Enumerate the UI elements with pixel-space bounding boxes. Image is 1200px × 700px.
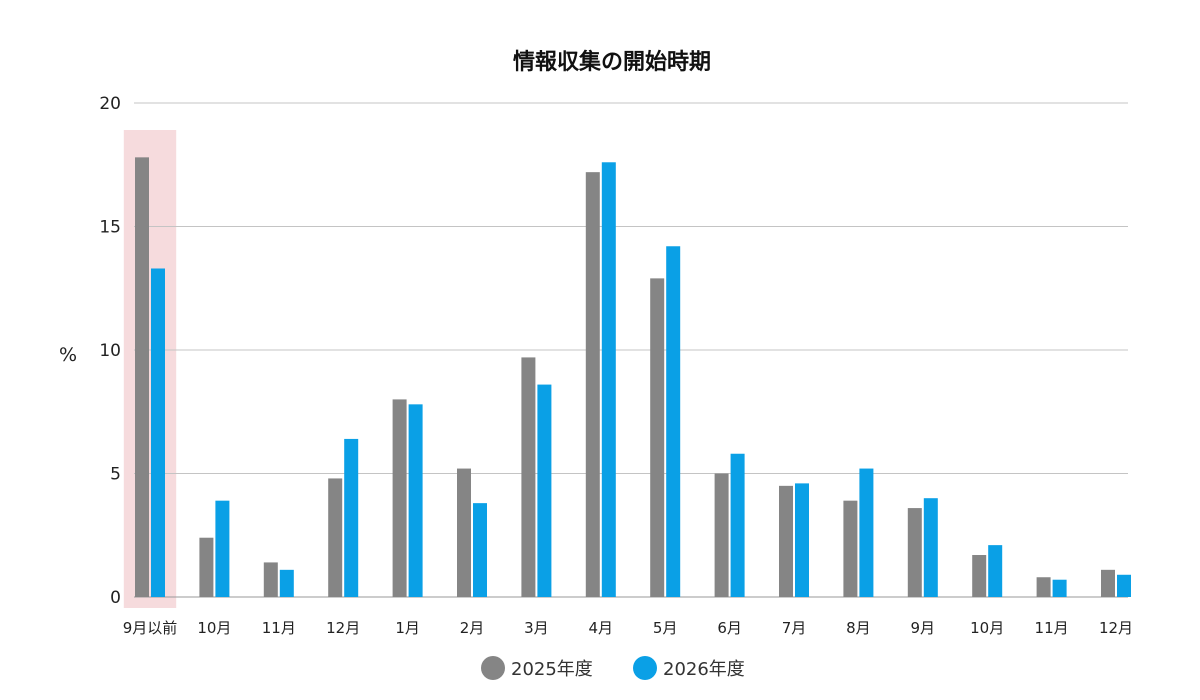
bar-2026年度-9月以前 xyxy=(151,268,165,597)
x-tick-label: 10月 xyxy=(197,619,231,637)
bar-2026年度-8月 xyxy=(859,468,874,597)
x-tick-label: 6月 xyxy=(717,619,742,637)
y-tick-label: 10 xyxy=(99,341,121,361)
bar-2025年度-11月 xyxy=(1036,577,1051,597)
bar-2026年度-11月 xyxy=(1052,579,1067,597)
bar-2026年度-4月 xyxy=(601,162,616,597)
x-tick-label: 12月 xyxy=(326,619,360,637)
y-tick-label: 0 xyxy=(110,588,121,608)
legend-swatch xyxy=(633,656,657,680)
bar-2025年度-5月 xyxy=(650,278,665,597)
bar-2025年度-4月 xyxy=(585,172,600,597)
bar-2025年度-10月 xyxy=(199,537,214,597)
bar-2026年度-12月 xyxy=(1117,574,1131,597)
bar-2026年度-7月 xyxy=(795,483,809,597)
bar-2026年度-9月 xyxy=(923,498,938,597)
x-tick-label: 11月 xyxy=(262,619,296,637)
bar-2025年度-11月 xyxy=(263,562,278,597)
x-tick-label: 10月 xyxy=(970,619,1004,637)
x-tick-label: 9月 xyxy=(911,619,936,637)
bar-2025年度-12月 xyxy=(1101,569,1115,597)
bar-2026年度-10月 xyxy=(988,545,1003,597)
x-tick-label: 4月 xyxy=(589,619,614,637)
bar-2026年度-1月 xyxy=(408,404,423,597)
legend-label: 2026年度 xyxy=(663,659,745,680)
bar-2025年度-9月 xyxy=(907,508,922,597)
bar-2025年度-1月 xyxy=(392,399,407,597)
bar-2025年度-10月 xyxy=(972,555,987,597)
x-tick-label: 3月 xyxy=(524,619,549,637)
bar-2025年度-8月 xyxy=(843,500,858,597)
legend-label: 2025年度 xyxy=(511,659,593,680)
x-tick-label: 2月 xyxy=(460,619,485,637)
bar-2026年度-2月 xyxy=(473,503,487,597)
y-axis-label: % xyxy=(59,344,77,366)
y-tick-label: 15 xyxy=(99,218,121,238)
bar-2025年度-6月 xyxy=(714,473,729,597)
x-tick-label: 5月 xyxy=(653,619,678,637)
bar-2026年度-3月 xyxy=(537,384,552,597)
x-tick-label: 1月 xyxy=(395,619,420,637)
x-tick-label: 11月 xyxy=(1035,619,1069,637)
highlight-bands xyxy=(123,130,177,608)
legend-swatch xyxy=(481,656,505,680)
bar-2025年度-3月 xyxy=(521,357,536,597)
y-tick-label: 20 xyxy=(99,94,121,114)
bar-2025年度-7月 xyxy=(779,485,793,597)
gridlines xyxy=(134,102,1128,598)
x-tick-label: 8月 xyxy=(846,619,871,637)
bar-2026年度-5月 xyxy=(666,246,681,597)
x-tick-label: 12月 xyxy=(1099,619,1133,637)
highlight-band-1 xyxy=(123,130,177,608)
legend: 2025年度 2026年度 xyxy=(481,656,745,680)
x-tick-label: 7月 xyxy=(782,619,807,637)
bar-2026年度-6月 xyxy=(730,453,745,597)
bar-2025年度-9月以前 xyxy=(135,157,149,597)
x-tick-label: 9月以前 xyxy=(123,619,178,637)
axes: 0 5 10 15 20 9月以前 10月 11月 12月 1月 2月 3月 4月 5月 6月 7月 8月 9月 1… xyxy=(99,94,1133,637)
bar-2026年度-11月 xyxy=(279,569,294,597)
bar-2025年度-12月 xyxy=(328,478,343,597)
bar-2026年度-10月 xyxy=(215,500,230,597)
y-tick-label: 5 xyxy=(110,465,121,485)
bar-2026年度-12月 xyxy=(344,438,359,597)
bar-2025年度-2月 xyxy=(457,468,471,597)
chart-title: 情報収集の開始時期 xyxy=(513,49,711,75)
bars xyxy=(135,157,1131,597)
